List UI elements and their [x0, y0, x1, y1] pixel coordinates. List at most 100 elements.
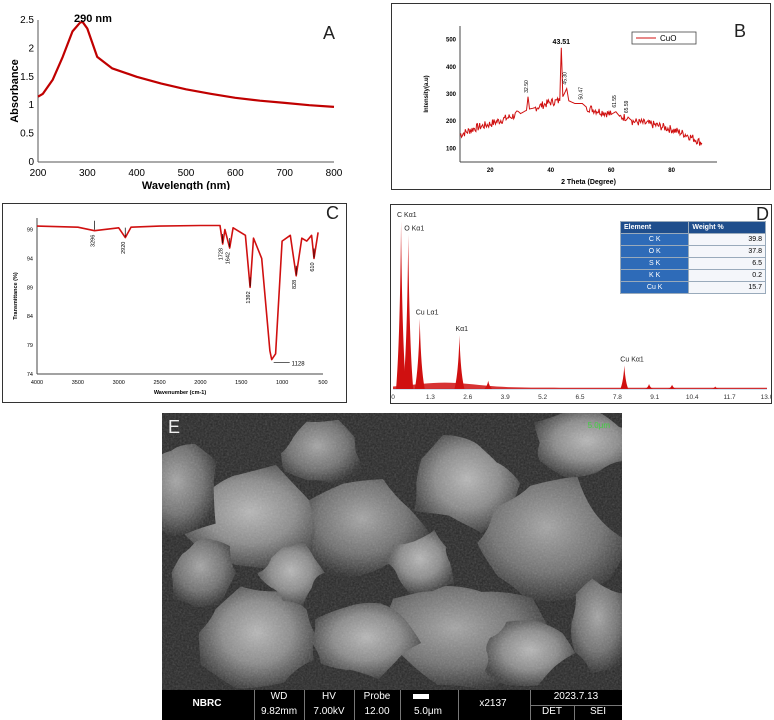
- annotation-label: 828: [292, 280, 298, 289]
- eds-peak: [403, 234, 414, 389]
- x-tick-label: 3500: [72, 380, 84, 386]
- x-tick-label: 1.3: [426, 394, 435, 401]
- x-tick-label: 3000: [113, 380, 125, 386]
- x-tick-label: 7.8: [613, 394, 622, 401]
- annotation-label: 3296: [91, 235, 97, 247]
- peak-label: C Kα1: [397, 212, 417, 219]
- x-tick-label: 80: [668, 168, 675, 174]
- table-header: Weight %: [688, 221, 766, 234]
- panel-letter-b: B: [734, 21, 747, 41]
- sem-info-bar: NBRC WD 9.82mm HV 7.00kV Probe 12.00 5.0…: [162, 690, 622, 720]
- eds-chart: C Kα1 O Kα1 Cu Lα1 Kα1 Cu Kα1 0 1.3 2.6 3.9 5.2 6.…: [391, 212, 771, 401]
- x-tick-label: 9.1: [650, 394, 659, 401]
- eds-peak: [711, 386, 720, 389]
- x-tick-label: 40: [547, 168, 554, 174]
- x-tick-label: 2.6: [463, 394, 472, 401]
- annotation-label: 2920: [121, 242, 127, 254]
- eds-weight-table: Element Weight % C K 39.8 O K 37.8 S K 6.5 …: [619, 221, 766, 294]
- y-tick-label: 0: [28, 157, 34, 168]
- panel-letter-c: C: [326, 203, 339, 223]
- element-cell: C K: [619, 233, 690, 246]
- annotation-label: 1128: [292, 362, 306, 368]
- x-tick-label: 60: [608, 168, 615, 174]
- x-tick-label: 200: [30, 168, 47, 179]
- peak-label: 43.51: [553, 39, 571, 46]
- x-tick-label: 6.5: [575, 394, 584, 401]
- y-tick-label: 0.5: [20, 129, 34, 140]
- x-tick-label: 300: [79, 168, 96, 179]
- x-axis-title: Wavenumber (cm-1): [154, 390, 207, 396]
- uv-vis-panel: 200 300 400 500 600 700 800 0 0.5 1 1.5 2 2.5 Wavelen…: [4, 4, 344, 190]
- panel-letter-d: D: [756, 204, 769, 224]
- x-tick-label: 800: [326, 168, 343, 179]
- weight-cell: 37.8: [688, 245, 766, 258]
- weight-cell: 15.7: [688, 281, 766, 294]
- uv-vis-chart: 200 300 400 500 600 700 800 0 0.5 1 1.5 2 2.5 Wavelen…: [9, 15, 343, 190]
- peak-annotation: 290 nm: [74, 13, 112, 25]
- element-cell: Cu K: [619, 281, 690, 294]
- peak-label: O Kα1: [404, 225, 424, 232]
- peak-label: 45.30: [563, 72, 569, 85]
- eds-peak: [484, 380, 493, 389]
- y-axis-title: Absorbance: [9, 59, 21, 123]
- x-tick-label: 700: [276, 168, 293, 179]
- y-tick-label: 400: [446, 65, 457, 71]
- element-cell: S K: [619, 257, 690, 270]
- y-tick-label: 1: [28, 100, 34, 111]
- peak-label: Cu Kα1: [620, 356, 644, 363]
- y-tick-label: 99: [27, 228, 33, 234]
- peak-label: 32.50: [524, 80, 530, 93]
- wd-value: 9.82mm: [260, 706, 298, 717]
- y-axis-title: Intensity(a.u): [424, 75, 430, 112]
- eds-peak: [454, 335, 465, 389]
- hv-value: 7.00kV: [313, 706, 345, 717]
- peak-label: 65.59: [624, 100, 630, 113]
- peak-label: Cu Lα1: [416, 309, 439, 316]
- panel-letter-e: E: [168, 417, 181, 437]
- weight-cell: 39.8: [688, 233, 766, 246]
- x-tick-label: 0: [391, 394, 395, 401]
- x-tick-label: 500: [318, 380, 327, 386]
- y-tick-label: 89: [27, 285, 33, 291]
- date: 2023.7.13: [553, 691, 599, 702]
- x-tick-label: 5.2: [538, 394, 547, 401]
- magnification: x2137: [479, 698, 507, 709]
- x-tick-label: 13.0: [761, 394, 771, 401]
- weight-cell: 0.2: [688, 269, 766, 282]
- peak-label: Kα1: [455, 326, 468, 333]
- element-cell: O K: [619, 245, 690, 258]
- element-cell: K K: [619, 269, 690, 282]
- y-tick-label: 200: [446, 119, 457, 125]
- legend-box: [631, 31, 697, 45]
- eds-peak: [645, 383, 654, 389]
- y-tick-label: 2: [28, 43, 34, 54]
- wd-label: WD: [270, 691, 288, 702]
- x-tick-label: 4000: [31, 380, 43, 386]
- x-axis-title: 2 Theta (Degree): [561, 179, 616, 186]
- sem-micrograph: [162, 413, 622, 692]
- x-tick-label: 1000: [276, 380, 288, 386]
- probe-label: Probe: [363, 691, 391, 702]
- x-tick-label: 400: [128, 168, 145, 179]
- x-tick-label: 500: [178, 168, 195, 179]
- absorbance-line: [37, 20, 335, 108]
- y-tick-label: 500: [446, 38, 457, 44]
- panel-letter-a: A: [323, 23, 336, 43]
- eds-peak: [414, 318, 425, 389]
- annotation-label: 1392: [246, 291, 252, 303]
- y-tick-label: 100: [446, 146, 457, 152]
- hv-label: HV: [322, 691, 336, 702]
- ftir-panel: 4000 3500 3000 2500 2000 1500 1000 500 74 79 84 89 9…: [2, 203, 347, 403]
- x-tick-label: 11.7: [724, 394, 737, 401]
- scale-value: 5.0μm: [414, 706, 442, 717]
- xrd-line: [459, 47, 703, 146]
- scale-label-top: 5.0μm: [587, 421, 610, 430]
- y-axis-title: Transmittance (%): [13, 272, 19, 320]
- y-tick-label: 84: [27, 314, 33, 320]
- annotation-label: 1642: [226, 252, 232, 264]
- peak-label: 61.55: [612, 95, 618, 108]
- eds-peak: [668, 384, 677, 389]
- xrd-panel: 20 40 60 80 100 200 300 400 500 2 Theta (Degree) I…: [391, 3, 771, 190]
- eds-peak: [620, 365, 629, 389]
- table-header: Element: [619, 221, 690, 234]
